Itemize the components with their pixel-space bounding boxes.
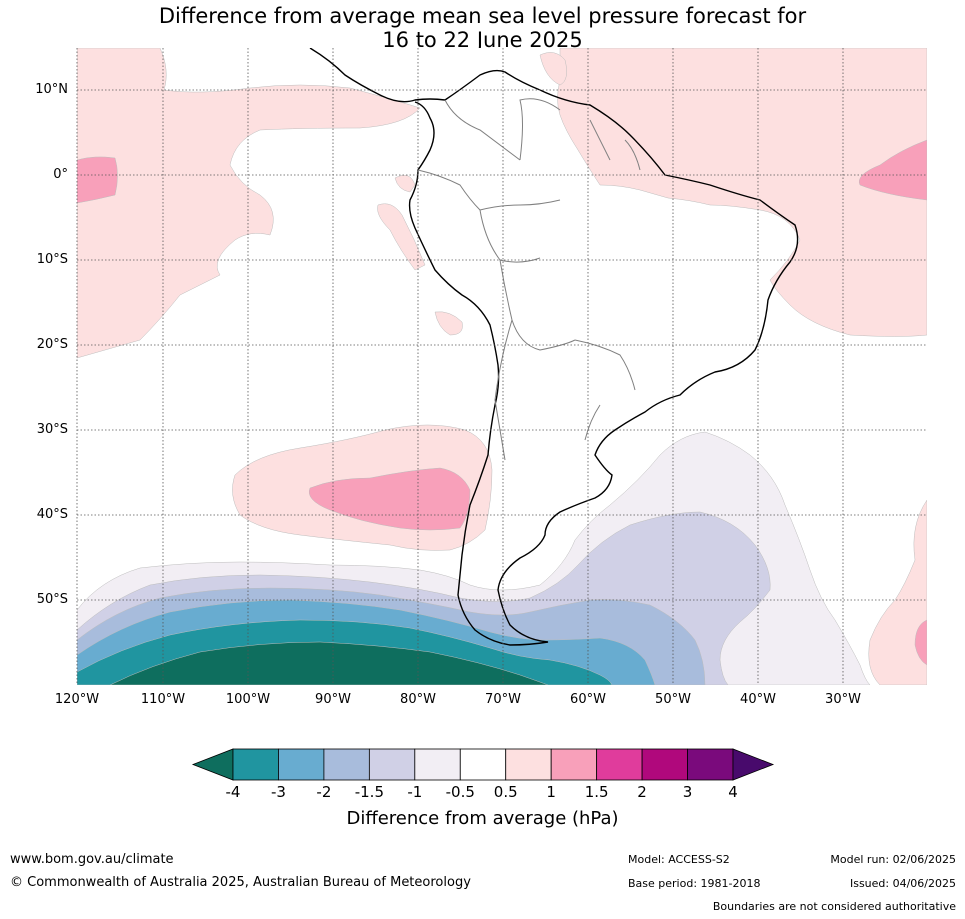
colorbar-tick-label: 1	[546, 783, 556, 801]
colorbar-segment	[278, 748, 325, 781]
longitude-label: 60°W	[570, 692, 606, 707]
longitude-label: 100°W	[225, 692, 271, 707]
colorbar-segment	[596, 748, 643, 781]
colorbar-tick-label: 2	[637, 783, 647, 801]
anomaly-se-atlantic-positive	[868, 499, 927, 685]
colorbar-segment	[550, 748, 598, 781]
anomaly-subtropical-positive-mid	[308, 467, 471, 531]
colorbar-tick-label: -4	[225, 783, 241, 801]
latitude-label: 0°	[53, 167, 68, 182]
longitude-label: 40°W	[740, 692, 776, 707]
footer-boundaries-note: Boundaries are not considered authoritat…	[712, 900, 956, 913]
latitude-label: 20°S	[36, 337, 68, 352]
colorbar-segment	[323, 748, 370, 781]
longitude-label: 120°W	[54, 692, 100, 707]
latitude-label: 30°S	[36, 422, 68, 437]
anomaly-caribbean-positive	[539, 52, 567, 86]
footer-model-run: Model run: 02/06/2025	[830, 853, 956, 866]
colorbar-extend-high	[732, 748, 775, 781]
footer-copyright: © Commonwealth of Australia 2025, Austra…	[10, 875, 471, 890]
colorbar	[191, 748, 775, 781]
anomaly-eq-pacific-positive-mid	[77, 156, 118, 204]
footer-model: Model: ACCESS-S2	[628, 853, 730, 866]
colorbar-segment	[459, 748, 507, 781]
graticule	[76, 48, 927, 685]
colorbar-tick-label: 1.5	[584, 783, 609, 801]
anomaly-atlantic-positive	[557, 48, 927, 337]
colorbar-tick-label: -2	[316, 783, 332, 801]
longitude-label: 30°W	[825, 692, 861, 707]
anomaly-chile-blob-positive	[434, 311, 463, 336]
colorbar-tick-label: 4	[728, 783, 738, 801]
footer-url[interactable]: www.bom.gov.au/climate	[10, 852, 174, 867]
longitude-label: 80°W	[400, 692, 436, 707]
colorbar-tick-label: 0.5	[493, 783, 518, 801]
anomaly-peru-coast-positive	[377, 203, 426, 271]
colorbar-tick-label: -1	[407, 783, 423, 801]
colorbar-tick-label: -0.5	[445, 783, 475, 801]
longitude-label: 70°W	[485, 692, 521, 707]
colorbar-extend-low	[191, 748, 234, 781]
colorbar-segment	[505, 748, 552, 781]
colorbar-segment	[687, 748, 734, 781]
latitude-label: 50°S	[36, 592, 68, 607]
anomaly-eq-atlantic-positive-mid	[858, 139, 927, 201]
longitude-label: 90°W	[315, 692, 351, 707]
colorbar-segment	[368, 748, 416, 781]
longitude-label: 50°W	[655, 692, 691, 707]
title-line-1: Difference from average mean sea level p…	[158, 4, 807, 28]
colorbar-tick-label: 3	[682, 783, 693, 801]
latitude-label: 10°N	[35, 82, 68, 97]
colorbar-segment	[641, 748, 688, 781]
colorbar-segment	[232, 748, 279, 781]
anomaly-se-atlantic-positive-mid	[914, 619, 927, 666]
longitude-label: 110°W	[140, 692, 186, 707]
map-panel	[77, 48, 927, 685]
latitude-label: 40°S	[36, 507, 68, 522]
colorbar-title: Difference from average (hPa)	[346, 808, 619, 829]
footer-issued: Issued: 04/06/2025	[849, 877, 956, 890]
footer-base-period: Base period: 1981-2018	[628, 877, 761, 890]
colorbar-tick-label: -1.5	[354, 783, 384, 801]
colorbar-tick-label: -3	[270, 783, 286, 801]
latitude-label: 10°S	[36, 252, 68, 267]
colorbar-segment	[414, 748, 461, 781]
south-america-coastline	[309, 48, 799, 646]
anomaly-south-dark-teal	[109, 641, 549, 685]
map-title: Difference from average mean sea level p…	[0, 4, 965, 52]
